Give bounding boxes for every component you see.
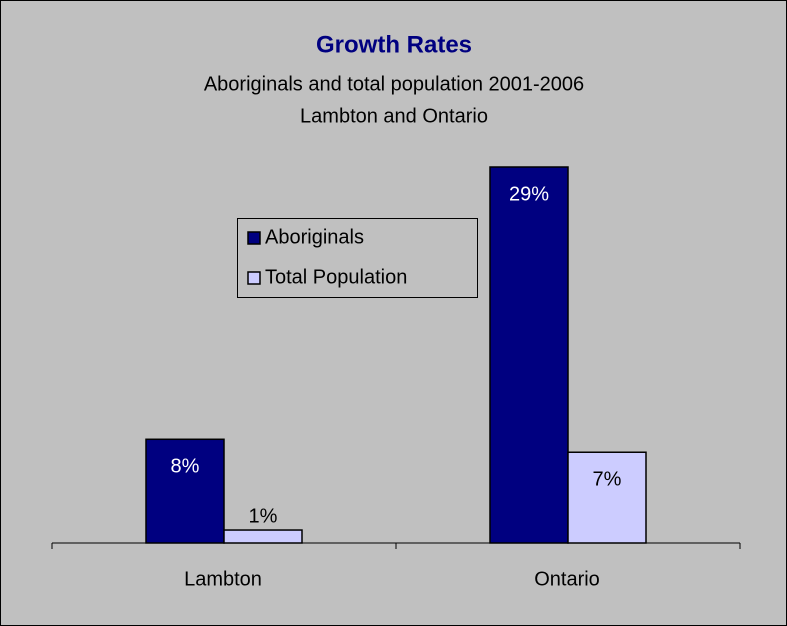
bar <box>145 438 225 544</box>
legend-swatch <box>247 231 261 245</box>
data-label: 29% <box>509 183 549 205</box>
chart-title: Growth Rates <box>316 31 472 58</box>
x-tick-label: Ontario <box>534 568 600 590</box>
chart-subtitle: Lambton and Ontario <box>300 105 488 127</box>
legend-label: Total Population <box>265 266 407 288</box>
data-label: 1% <box>249 505 278 527</box>
x-tick-label: Lambton <box>184 568 262 590</box>
bar <box>489 166 569 544</box>
data-label: 8% <box>171 456 200 478</box>
data-label: 7% <box>593 469 622 491</box>
bar <box>567 451 647 544</box>
legend-label: Aboriginals <box>265 226 364 248</box>
chart-subtitle: Aboriginals and total population 2001-20… <box>204 73 584 95</box>
legend-swatch <box>247 271 261 285</box>
legend <box>237 218 478 298</box>
bar <box>223 529 303 544</box>
